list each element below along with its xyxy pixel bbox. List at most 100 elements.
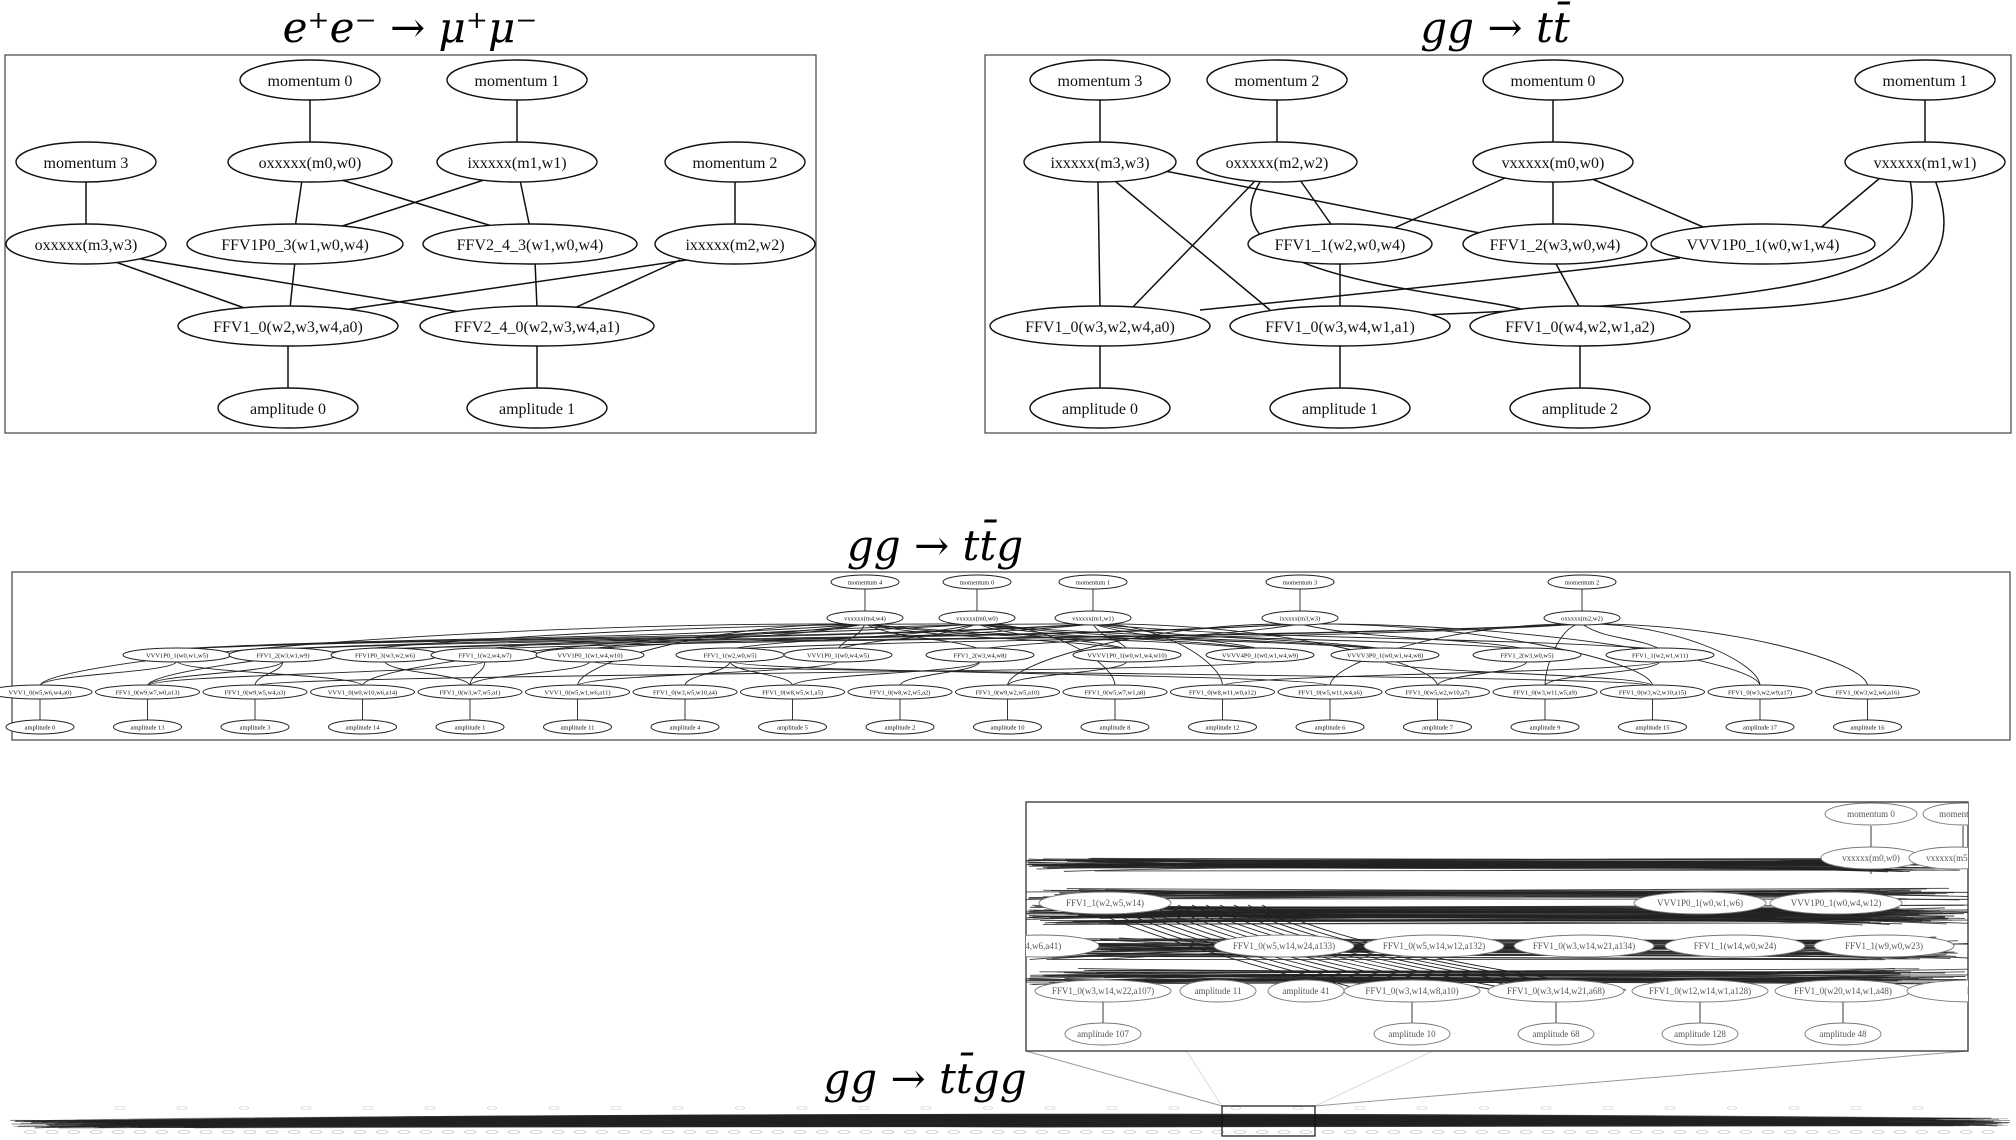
node-oxxxxx-m0-w0: oxxxxx(m0,w0) — [227, 141, 393, 183]
svg-text:FFV: FFV — [1967, 986, 1984, 996]
graph-node: momentum 4 — [830, 574, 900, 590]
graph-node: VVVV4P0_1(w0,w1,w4,w9) — [1205, 647, 1315, 663]
node-vvv1p0-1: VVV1P0_1(w0,w1,w4) — [1650, 223, 1876, 265]
svg-text:VVV1P0_1(w0,w4,w5): VVV1P0_1(w0,w4,w5) — [807, 652, 869, 659]
node-amplitude-2: amplitude 2 — [1509, 387, 1651, 429]
svg-text:amplitude 15: amplitude 15 — [1635, 724, 1669, 731]
svg-text:FFV1_0(w9,w7,w0,a13): FFV1_0(w9,w7,w0,a13) — [115, 689, 179, 696]
svg-text:momentum 1: momentum 1 — [1883, 73, 1968, 90]
graph-node: FFV1_1(w2,w5,w14) — [1038, 891, 1172, 915]
svg-text:amplitude 11: amplitude 11 — [561, 724, 595, 731]
graph-node: FFV1_0(w9,w7,w0,a13) — [95, 684, 200, 700]
graph-node: FFV1_1(w14,w0,w24) — [1664, 934, 1806, 958]
svg-text:vxxxxx(m1,w1): vxxxxx(m1,w1) — [1874, 155, 1977, 172]
graph-node: amplitude 68 — [1517, 1022, 1595, 1046]
graph-node: amplitude 15 — [1618, 719, 1687, 735]
node-ixxxxx-m3-w3: ixxxxx(m3,w3) — [1023, 141, 1177, 183]
node-amplitude-1: amplitude 1 — [1269, 387, 1411, 429]
node-vxxxxx-m1-w1: vxxxxx(m1,w1) — [1844, 141, 2006, 183]
graph-node: amplitude 12 — [1188, 719, 1257, 735]
svg-text:FFV1_2(w3,w0,w4): FFV1_2(w3,w0,w4) — [1490, 237, 1621, 254]
svg-text:FFV1_1(w9,w0,w23): FFV1_1(w9,w0,w23) — [1845, 941, 1923, 951]
svg-text:amplitude 1: amplitude 1 — [1302, 401, 1378, 418]
svg-text:momentum 3: momentum 3 — [44, 155, 129, 172]
svg-text:FFV1P0_3(w3,w2,w6): FFV1P0_3(w3,w2,w6) — [355, 652, 415, 659]
graph-node: vxxxxx(m0,w0) — [938, 610, 1016, 626]
svg-text:FFV1_0(w8,w2,w5,a2): FFV1_0(w8,w2,w5,a2) — [870, 689, 931, 696]
svg-text:FFV2_4_0(w2,w3,w4,a1): FFV2_4_0(w2,w3,w4,a1) — [454, 319, 620, 336]
graph-node: FFV1_0(w20,w14,w1,a48) — [1774, 979, 1912, 1003]
diagram-frame — [4, 54, 817, 434]
graph-node: FFV1_0(w8,w11,w0,a12) — [1170, 684, 1275, 700]
svg-text:vxxxxx(m0,w0): vxxxxx(m0,w0) — [1502, 155, 1605, 172]
graph-node: amplitude 14 — [328, 719, 397, 735]
svg-text:amplitude 2: amplitude 2 — [1542, 401, 1618, 418]
svg-text:VVV1P0_1(w0,w4,w12): VVV1P0_1(w0,w4,w12) — [1791, 898, 1882, 908]
graph-node: amplitude 8 — [1080, 719, 1150, 735]
svg-text:oxxxxx(m3,w3): oxxxxx(m3,w3) — [35, 237, 138, 254]
graph-node: amplitude 41 — [1267, 979, 1345, 1003]
svg-text:ixxxxx(m3,w3): ixxxxx(m3,w3) — [1280, 615, 1320, 622]
node-ffv2-4-3: FFV2_4_3(w1,w0,w4) — [422, 223, 638, 265]
svg-text:momentum 1: momentum 1 — [1076, 579, 1110, 586]
svg-text:oxxxxx(m2,w2): oxxxxx(m2,w2) — [1226, 155, 1329, 172]
graph-node: amplitude 5 — [758, 719, 827, 735]
svg-text:FFV1_0(w3,w14,w22,a107): FFV1_0(w3,w14,w22,a107) — [1052, 986, 1154, 996]
node-vxxxxx-m0-w0: vxxxxx(m0,w0) — [1472, 141, 1634, 183]
graph-node: VVV1P0_1(w0,w4,w12) — [1769, 891, 1903, 915]
graph-node: vxxxxx(m1,w1) — [1054, 610, 1132, 626]
graph-node: amplitude 48 — [1804, 1022, 1882, 1046]
svg-text:ixxxxx(m3,w3): ixxxxx(m3,w3) — [1050, 155, 1149, 172]
svg-text:momentum 1: momentum 1 — [475, 73, 560, 90]
svg-text:momentum 0: momentum 0 — [960, 579, 994, 586]
node-ixxxxx-m1-w1: ixxxxx(m1,w1) — [436, 141, 598, 183]
graph-node: VVV1P0_1(w0,w1,w5) — [122, 647, 232, 663]
svg-text:FFV1_0(w8,w5,w1,a5): FFV1_0(w8,w5,w1,a5) — [762, 689, 823, 696]
diagram-ee-mumu: e⁺e⁻ → μ⁺μ⁻ momentum 0 momentum 1 moment… — [4, 3, 817, 434]
svg-text:amplitude 5: amplitude 5 — [777, 724, 808, 731]
svg-text:FFV1_2(w3,w4,w8): FFV1_2(w3,w4,w8) — [953, 652, 1006, 659]
diagram-title: gg → tt̄g — [847, 518, 1023, 570]
graph-node: amplitude 0 — [5, 719, 75, 735]
svg-text:oxxxxx(m2,w2): oxxxxx(m2,w2) — [1561, 615, 1603, 622]
svg-text:ixxxxx(m2,w2): ixxxxx(m2,w2) — [685, 237, 784, 254]
svg-text:FFV1_1(w2,w1,w11): FFV1_1(w2,w1,w11) — [1632, 652, 1688, 659]
node-ffv1-0-a1: FFV1_0(w3,w4,w1,a1) — [1229, 305, 1451, 347]
graph-node: FFV1_0(w3,w7,w5,a1) — [417, 684, 523, 700]
graph-node: amplitude 107 — [1064, 1022, 1142, 1046]
graph-node: FFV1_1(w2,w0,w5) — [675, 647, 785, 663]
graph-node: momentum 0 — [942, 574, 1012, 590]
node-ffv1-0: FFV1_0(w2,w3,w4,a0) — [177, 305, 399, 347]
svg-text:amplitude 0: amplitude 0 — [250, 401, 326, 418]
node-momentum-1: momentum 1 — [446, 59, 588, 101]
svg-text:amplitude 0: amplitude 0 — [1062, 401, 1138, 418]
graph-node: amplitude 9 — [1510, 719, 1580, 735]
graph-node: amplitude 7 — [1403, 719, 1472, 735]
graph-node: amplitude 17 — [1725, 719, 1795, 735]
node-ffv1p0-3: FFV1P0_3(w1,w0,w4) — [186, 223, 404, 265]
svg-text:amplitude 128: amplitude 128 — [1674, 1029, 1726, 1039]
graph-node: FFV1_1(w2,w1,w11) — [1605, 647, 1715, 663]
svg-text:amplitude 12: amplitude 12 — [1205, 724, 1239, 731]
graph-node: amplitude 2 — [865, 719, 935, 735]
graph-node: FFV1_0(w3,w2,w6,a16) — [1815, 684, 1920, 700]
graph-node: VVV1P0_1(w1,w4,w10) — [535, 647, 645, 663]
svg-text:FFV1_0(w3,w5,w10,a4): FFV1_0(w3,w5,w10,a4) — [653, 689, 717, 696]
graph-node: amplitude 16 — [1833, 719, 1902, 735]
graph-node: amplitude 11 — [543, 719, 612, 735]
graph-node: FFV1_0(w5,w11,w4,a6) — [1277, 684, 1383, 700]
svg-text:FFV1P0_3(w1,w0,w4): FFV1P0_3(w1,w0,w4) — [221, 237, 369, 254]
svg-text:VVVV3P0_1(w0,w1,w4,w8): VVVV3P0_1(w0,w1,w4,w8) — [1347, 652, 1423, 659]
svg-text:VVV1P0_1(w1,w4,w10): VVV1P0_1(w1,w4,w10) — [557, 652, 622, 659]
graph-node: VVV1P0_1(w0,w1,w6) — [1633, 891, 1767, 915]
svg-text:VVV1P0_1(w0,w1,w6): VVV1P0_1(w0,w1,w6) — [1657, 898, 1743, 908]
node-momentum-3: momentum 3 — [15, 141, 157, 183]
svg-text:FFV1_0(w12,w14,w1,a128): FFV1_0(w12,w14,w1,a128) — [1649, 986, 1751, 996]
svg-text:FFV1_0(w3,w2,w10,a15): FFV1_0(w3,w2,w10,a15) — [1619, 689, 1686, 696]
graph-node: amplitude 3 — [220, 719, 290, 735]
svg-text:FFV1_1(w2,w0,w4): FFV1_1(w2,w0,w4) — [1275, 237, 1406, 254]
graph-node: FFV1_2(w3,w4,w8) — [925, 647, 1035, 663]
svg-text:amplitude 3: amplitude 3 — [240, 724, 271, 731]
graph-node: amplitude 13 — [113, 719, 182, 735]
